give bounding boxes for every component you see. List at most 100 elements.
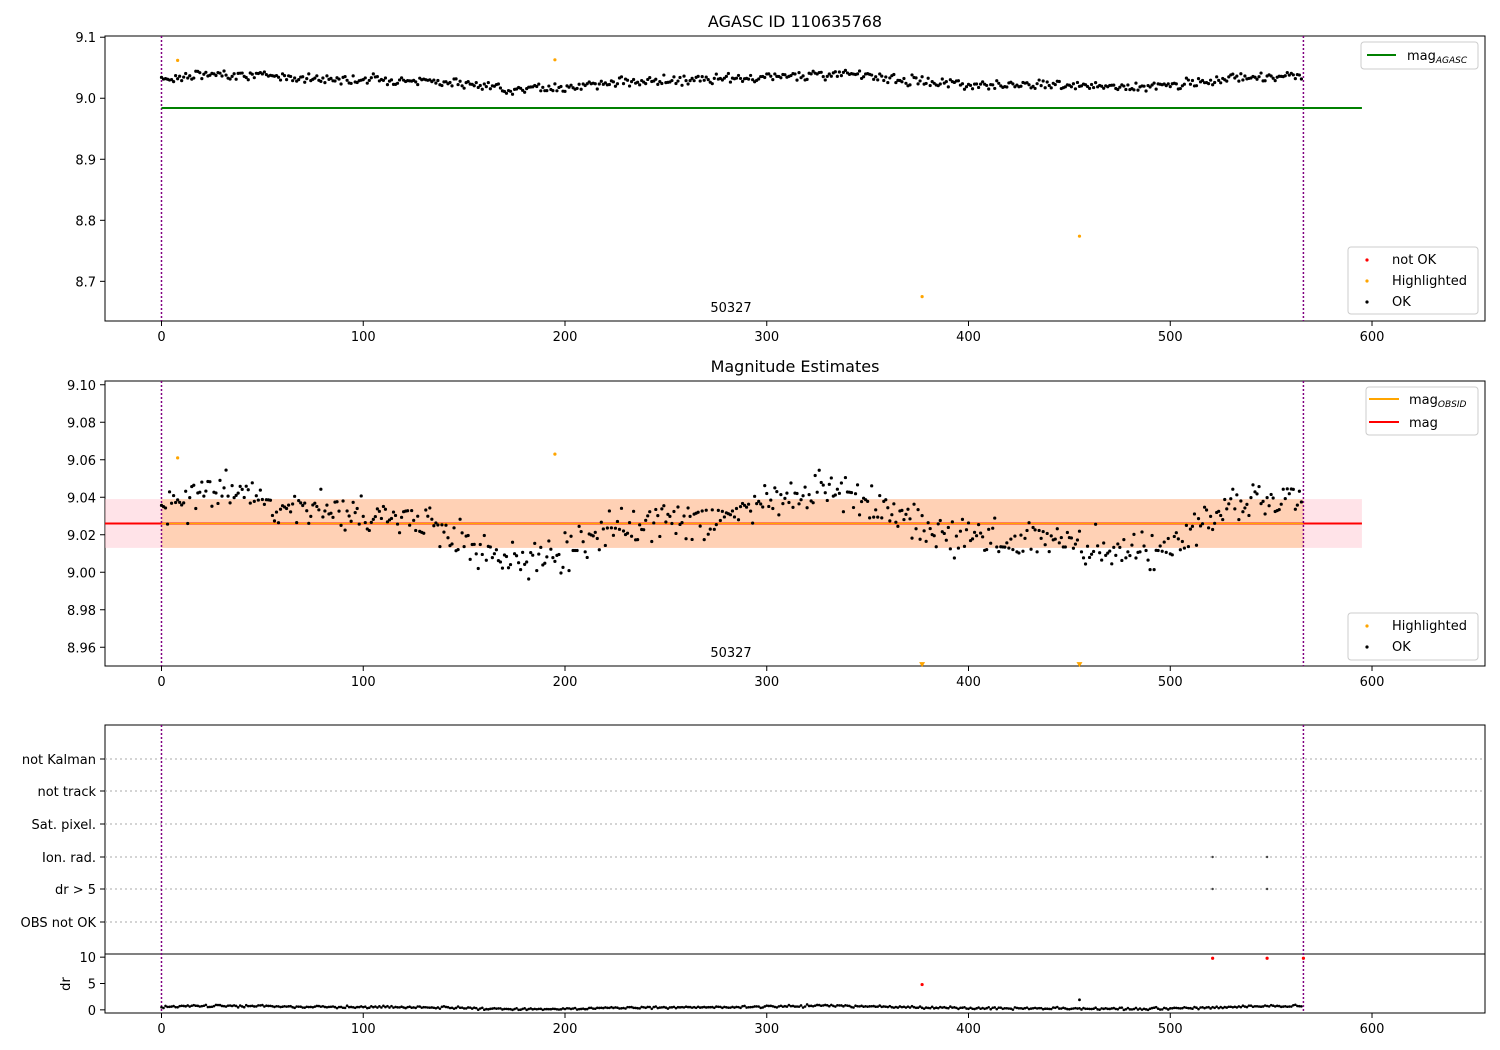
panel1-ytick-label-0: 8.7 [75, 275, 96, 290]
panel3-dr-point [1233, 1005, 1237, 1009]
panel3-dr-point [164, 1004, 167, 1008]
panel3-dr-point [386, 1004, 389, 1008]
panel2-ok-point [787, 500, 791, 505]
panel3-dr-point [761, 1006, 765, 1009]
legend-highlighted-marker [1365, 279, 1369, 283]
panel3-axes-frame [104, 724, 1486, 1014]
panel3-dr-point [1142, 1007, 1146, 1011]
panel1-ok-point [486, 80, 490, 85]
panel1-ytick-label-4: 9.1 [75, 31, 96, 46]
panel1-ok-point [1217, 78, 1221, 82]
panel1-ok-point [1178, 86, 1182, 91]
panel3-dr-point [896, 1006, 900, 1009]
panel3-dr-point [787, 1003, 791, 1007]
panel2-ok-point [698, 524, 702, 528]
panel2-ok-point [678, 522, 682, 527]
legend2-highlighted-marker [1365, 624, 1369, 628]
panel3-dr-point [1209, 1007, 1212, 1010]
panel1-ok-point [466, 80, 470, 84]
panel2-ok-point [1182, 546, 1186, 550]
panel3-dr-point [1037, 1006, 1041, 1010]
panel1-ok-point [224, 73, 228, 77]
panel3-dr-point [830, 1003, 833, 1007]
panel2-ok-point [1083, 562, 1088, 566]
panel2-ok-point [738, 505, 743, 509]
panel3-dr-point [1181, 1006, 1184, 1010]
panel3-dr-point [478, 1007, 482, 1010]
panel1-ok-point [874, 75, 878, 79]
panel2-ok-point [1055, 527, 1059, 531]
panel3-dr-point [922, 1007, 926, 1010]
panel1-ok-point [462, 86, 466, 90]
panel3-dr-point [926, 1006, 930, 1010]
panel3-dr-point [823, 1003, 827, 1007]
panel3-dr-point [359, 1005, 363, 1008]
panel3-dr-point [1241, 1004, 1245, 1008]
panel3-dr-point [626, 1005, 629, 1009]
panel2-ok-point [615, 519, 620, 524]
panel2-ok-point [666, 512, 670, 516]
panel3-dr-point [892, 1006, 896, 1009]
panel1-ok-point [870, 73, 874, 77]
panel2-ok-point [1031, 525, 1035, 530]
panel2-ok-point [821, 483, 825, 487]
panel3-dr-point [410, 1006, 413, 1010]
panel3-dr-point [781, 1005, 785, 1008]
panel1-ok-point [672, 75, 676, 79]
panel1-ok-point [837, 70, 841, 74]
panel2-ok-point [736, 518, 741, 522]
panel2-ok-point [759, 502, 763, 506]
panel2-ok-point [389, 516, 394, 521]
panel3-dr-point [202, 1004, 206, 1008]
panel3-dr-point [670, 1006, 674, 1009]
panel3-dr-point [983, 1007, 986, 1011]
panel2-ok-point [1299, 500, 1304, 504]
panel1-ok-point [1075, 80, 1080, 85]
panel3-dr-point [1187, 1006, 1190, 1010]
panel3-dr-point [1138, 1007, 1142, 1010]
panel3-dr-point [390, 1004, 393, 1008]
panel3-dr-point [470, 1007, 474, 1010]
panel2-ok-point [242, 495, 246, 500]
panel3-dr-xtick-label-1: 100 [351, 1022, 376, 1037]
panel2-ok-point [180, 503, 184, 507]
panel3-dr-point [319, 1005, 323, 1008]
panel1-ok-point [648, 76, 652, 80]
panel2-ok-point [1291, 487, 1295, 491]
panel3-dr-point [315, 1004, 319, 1008]
panel2-ytick-label-5: 9.06 [67, 454, 96, 469]
panel3-dr-point [848, 1004, 851, 1008]
panel3-dr-point [694, 1006, 698, 1010]
panel3-dr-point [1124, 1007, 1128, 1011]
panel2-ok-point [202, 494, 206, 498]
panel2-ok-point [680, 520, 684, 525]
panel3-dr-point [487, 1008, 490, 1011]
panel2-ok-point [434, 521, 438, 525]
panel3-dr-point [836, 1003, 839, 1007]
panel2-ytick-label-1: 8.98 [67, 604, 96, 619]
panel1-xtick-label-6: 600 [1360, 330, 1385, 345]
panel3-dr-point [969, 1006, 972, 1010]
panel3-dr-point [951, 1006, 954, 1009]
panel2-ok-point [892, 502, 896, 506]
panel3-dr-point [1201, 1005, 1204, 1009]
panel2-ok-point [1194, 543, 1199, 547]
panel2-legend-points: Highlighted OK [1347, 612, 1479, 661]
panel1-ok-point [692, 79, 696, 83]
panel1-ok-point [795, 78, 799, 82]
panel3-dr-point [1005, 1006, 1009, 1010]
panel2-ok-point [230, 484, 234, 488]
panel3-dr-point [212, 1004, 216, 1008]
panel2-ok-point [900, 508, 904, 512]
panel1-ok-point [180, 79, 184, 83]
panel3-dr-point [1277, 1004, 1281, 1008]
panel1-legend-agasc-label: magAGASC [1407, 49, 1468, 66]
panel3-dr-point [1193, 1005, 1196, 1009]
panel1-ok-point [478, 83, 482, 88]
panel3-flag-label-5: OBS not OK [21, 916, 97, 931]
panel2-ytick-label-7: 9.10 [67, 379, 96, 394]
panel2-ok-point [506, 566, 511, 570]
panel2-ok-point [307, 521, 311, 525]
panel2-ok-point [595, 536, 599, 541]
panel2-ok-point [458, 517, 462, 521]
